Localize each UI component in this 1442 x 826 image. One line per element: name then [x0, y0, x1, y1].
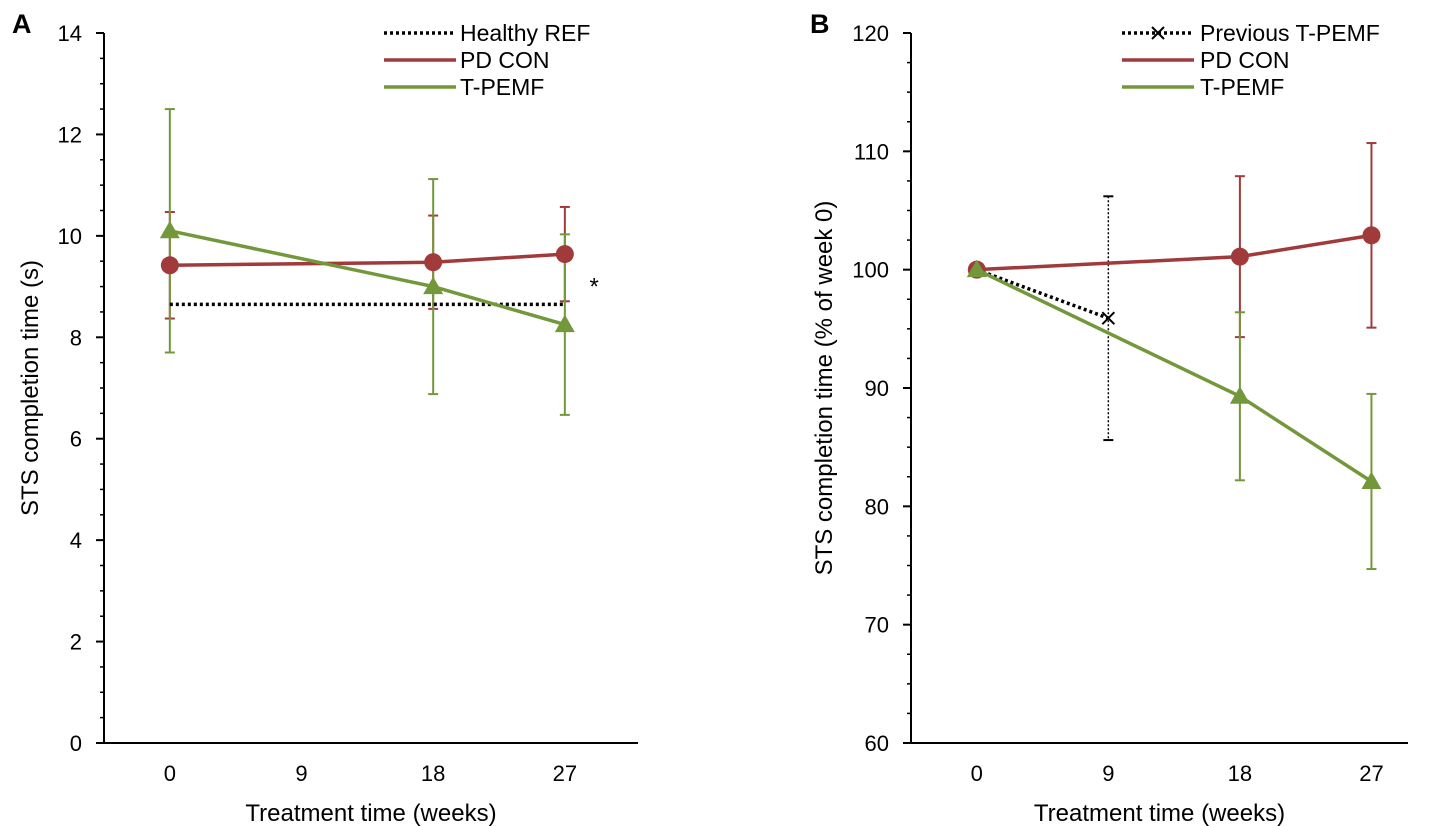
- data-point: [1230, 247, 1249, 266]
- x-tick-label: 18: [421, 761, 445, 786]
- y-tick-label: 4: [70, 528, 82, 553]
- x-tick-label: 9: [295, 761, 307, 786]
- y-tick-label: 6: [70, 427, 82, 452]
- series-line-pd-con: [169, 252, 565, 268]
- legend-label: PD CON: [1200, 47, 1289, 73]
- chart-panel-a: A 0 2 4 6 8 10 12 14 0 9 18 27 Treatment time (weeks)…: [12, 9, 638, 826]
- x-tick-label: 18: [1228, 761, 1252, 786]
- data-point: [424, 253, 443, 272]
- data-point: [1229, 386, 1250, 404]
- data-point: [423, 276, 444, 295]
- legend-marker: [1151, 26, 1165, 40]
- legend-label: T-PEMF: [1200, 74, 1284, 100]
- x-axis-title: Treatment time (weeks): [245, 800, 496, 826]
- y-tick-label: 80: [865, 494, 889, 519]
- x-tick-label: 27: [553, 761, 577, 786]
- series-line-pd-con: [976, 233, 1372, 272]
- x-tick-label: 0: [971, 761, 983, 786]
- series-line-tpemf: [169, 229, 566, 327]
- data-point: [966, 259, 987, 278]
- data-point: [554, 314, 575, 333]
- data-point: [1101, 311, 1116, 325]
- data-point: [555, 245, 574, 264]
- series-line-previous-tpemf: [976, 268, 1109, 320]
- y-tick-label: 2: [70, 630, 82, 655]
- x-tick-label: 0: [164, 761, 176, 786]
- data-point: [1362, 226, 1381, 245]
- significance-marker: *: [589, 274, 598, 301]
- legend-label: Previous T-PEMF: [1200, 20, 1380, 46]
- series-line-tpemf: [976, 268, 1373, 483]
- data-point: [1361, 471, 1382, 489]
- y-axis-title: STS completion time (s): [17, 260, 44, 516]
- y-tick-label: 60: [865, 731, 889, 756]
- y-tick-label: 14: [58, 21, 82, 46]
- y-tick-label: 120: [852, 21, 889, 46]
- panel-letter: A: [12, 9, 32, 39]
- y-tick-label: 110: [854, 139, 889, 164]
- y-tick-label: 0: [70, 731, 82, 756]
- legend-label: T-PEMF: [460, 74, 544, 100]
- y-tick-label: 12: [58, 122, 82, 147]
- data-point: [160, 256, 179, 275]
- legend-label: Healthy REF: [460, 20, 590, 46]
- y-tick-label: 100: [852, 258, 889, 283]
- chart-panel-b: B 60 70 80 90 100 110 120 0 9 18 27 Treatment time (…: [810, 9, 1408, 826]
- y-axis-title: STS completion time (% of week 0): [811, 201, 838, 576]
- legend-label: PD CON: [460, 47, 549, 73]
- x-tick-label: 27: [1359, 761, 1383, 786]
- y-tick-label: 90: [865, 376, 889, 401]
- panel-letter: B: [810, 9, 830, 39]
- x-axis-title: Treatment time (weeks): [1034, 800, 1285, 826]
- y-tick-label: 70: [865, 613, 889, 638]
- y-tick-label: 8: [70, 325, 82, 350]
- data-point: [159, 220, 180, 239]
- y-tick-label: 10: [58, 224, 82, 249]
- x-tick-label: 9: [1102, 761, 1114, 786]
